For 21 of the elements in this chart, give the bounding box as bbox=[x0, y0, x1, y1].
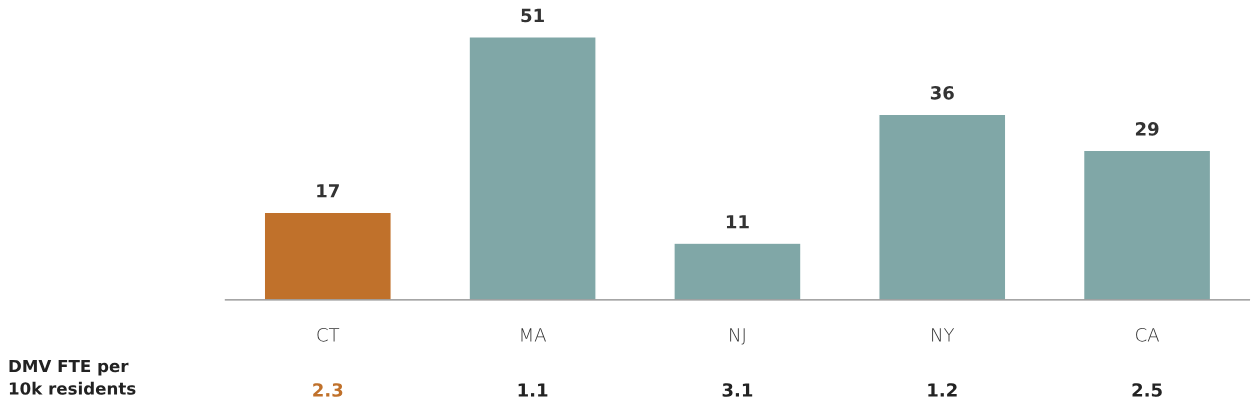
x-tick-label: NJ bbox=[730, 328, 745, 345]
x-tick-label: MA bbox=[521, 328, 546, 342]
bar bbox=[1082, 149, 1212, 300]
text: 2.3 bbox=[313, 383, 343, 397]
x-tick-label: CT bbox=[317, 327, 340, 342]
data-label: 29 bbox=[1135, 122, 1159, 136]
text: 3.1 bbox=[722, 383, 753, 397]
bar bbox=[263, 211, 392, 300]
bar bbox=[878, 113, 1007, 300]
text: DMV FTE per 10k residents bbox=[9, 359, 136, 395]
data-label: 11 bbox=[726, 215, 749, 229]
x-tick-label: CA bbox=[1136, 327, 1159, 342]
data-label: 36 bbox=[930, 85, 954, 100]
data-label: 51 bbox=[521, 8, 544, 23]
bar bbox=[673, 242, 802, 300]
x-tick-label: NY bbox=[932, 328, 955, 342]
text: 1.2 bbox=[928, 383, 957, 397]
data-label: 17 bbox=[317, 184, 339, 198]
text: 2.5 bbox=[1132, 383, 1162, 397]
text: 1.1 bbox=[518, 383, 548, 397]
bar bbox=[468, 36, 597, 300]
